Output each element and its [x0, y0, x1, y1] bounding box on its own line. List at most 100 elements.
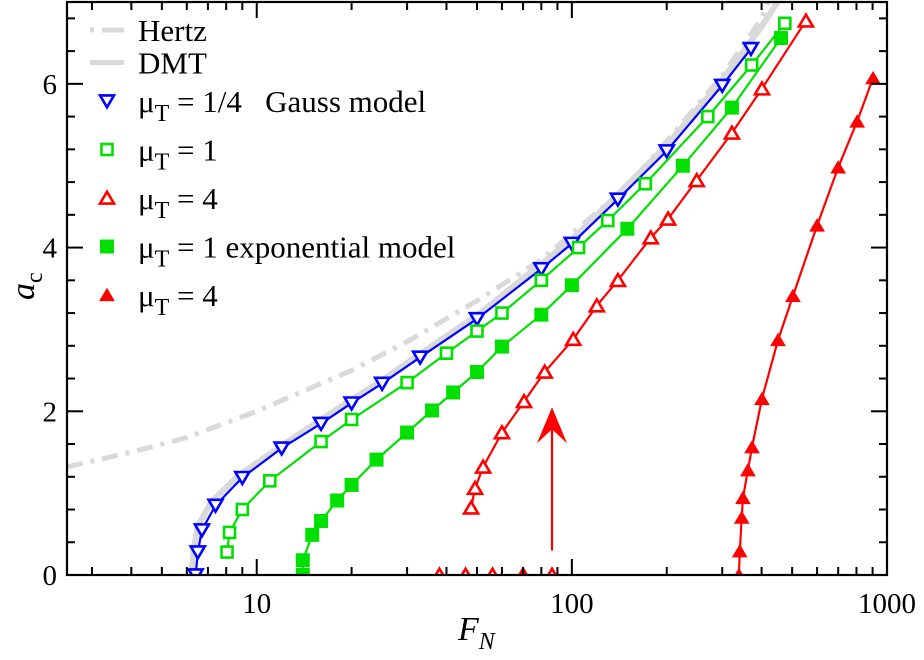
data-point — [314, 513, 329, 528]
data-point — [535, 363, 554, 379]
data-point — [344, 412, 359, 427]
data-point — [658, 210, 678, 226]
data-point — [796, 11, 816, 28]
data-point — [657, 144, 677, 160]
data-point — [534, 273, 549, 288]
data-point — [305, 527, 320, 542]
data-point — [865, 70, 881, 85]
data-point — [188, 545, 208, 561]
data-point — [514, 392, 534, 409]
data-point — [752, 79, 772, 96]
legend-marker — [99, 287, 115, 302]
data-point — [372, 376, 392, 393]
legend-item: μT = 4 — [99, 278, 218, 321]
legend-marker — [97, 189, 117, 205]
data-point — [492, 423, 512, 440]
data-point — [272, 441, 291, 457]
legend-label: μT = 4 — [138, 181, 218, 224]
series-3 — [295, 31, 789, 575]
data-point — [330, 493, 345, 508]
data-point — [233, 470, 252, 487]
arrow-head — [537, 407, 568, 444]
series-1 — [220, 16, 792, 559]
data-point — [571, 240, 586, 255]
data-point — [295, 568, 310, 575]
data-point — [465, 479, 485, 496]
x-tick-label: 10 — [242, 588, 271, 620]
data-point — [470, 324, 484, 338]
data-point — [740, 462, 756, 477]
legend-label: μT = 1 exponential model — [138, 230, 455, 273]
data-point — [608, 271, 628, 288]
legend-label: μT = 1 — [138, 133, 218, 176]
data-point — [262, 474, 277, 488]
data-point — [461, 499, 481, 515]
data-point — [400, 425, 415, 440]
data-point — [495, 306, 509, 320]
legend-item: μT = 1/4 Gauss model — [97, 84, 426, 127]
data-point — [731, 543, 748, 558]
data-point — [735, 490, 751, 505]
axes: 10 100 1000 0 2 4 6 — [43, 0, 916, 620]
data-point — [314, 434, 328, 449]
legend-marker — [100, 239, 114, 254]
data-point — [235, 502, 250, 517]
data-point — [532, 261, 551, 278]
data-point — [778, 16, 792, 31]
annotations — [537, 407, 568, 551]
legend-item: μT = 1 — [100, 133, 218, 176]
x-tick-label: 1000 — [858, 588, 916, 620]
data-point — [849, 114, 866, 128]
data-point — [724, 100, 739, 115]
data-point — [701, 109, 715, 124]
theory-curve-dmt — [188, 2, 781, 575]
series-4 — [731, 70, 881, 575]
data-point — [311, 416, 331, 433]
legend-label: μT = 1/4 Gauss model — [138, 84, 426, 127]
data-point — [722, 124, 742, 140]
data-point — [295, 553, 310, 568]
data-point — [192, 523, 212, 539]
series-2 — [434, 11, 816, 575]
data-point — [830, 160, 847, 174]
data-point — [712, 78, 732, 95]
theory-curves — [67, 2, 781, 575]
data-point — [563, 330, 583, 347]
data-point — [741, 41, 761, 58]
data-point — [369, 452, 384, 467]
legend-marker — [97, 94, 117, 110]
x-tick-label: 100 — [550, 588, 594, 620]
data-point — [425, 403, 440, 418]
data-point — [564, 278, 579, 293]
data-point — [410, 350, 430, 367]
data-point — [186, 568, 205, 575]
data-point — [439, 346, 454, 360]
data-point — [774, 31, 789, 46]
series-0 — [186, 41, 761, 575]
data-point — [687, 171, 706, 188]
data-point — [467, 311, 487, 328]
data-point — [534, 307, 549, 322]
legend-item: Hertz — [90, 13, 207, 48]
y-tick-label: 0 — [43, 560, 58, 592]
legend-label: DMT — [138, 46, 207, 81]
data-point — [770, 332, 786, 347]
data-point — [494, 339, 509, 354]
data-point — [785, 288, 801, 302]
data-point — [744, 58, 759, 72]
data-point — [608, 192, 628, 209]
series-line — [737, 77, 875, 575]
y-tick-label: 6 — [43, 69, 58, 101]
legend-item: μT = 4 — [97, 181, 218, 224]
data-point — [473, 458, 493, 474]
y-tick-label: 4 — [43, 233, 58, 265]
legend-marker — [100, 142, 114, 157]
y-tick-label: 2 — [43, 396, 58, 428]
legend-label: μT = 4 — [138, 278, 218, 321]
data-point — [638, 176, 653, 191]
data-point — [342, 396, 361, 412]
legend-item: DMT — [90, 46, 207, 81]
data-point — [222, 525, 237, 540]
